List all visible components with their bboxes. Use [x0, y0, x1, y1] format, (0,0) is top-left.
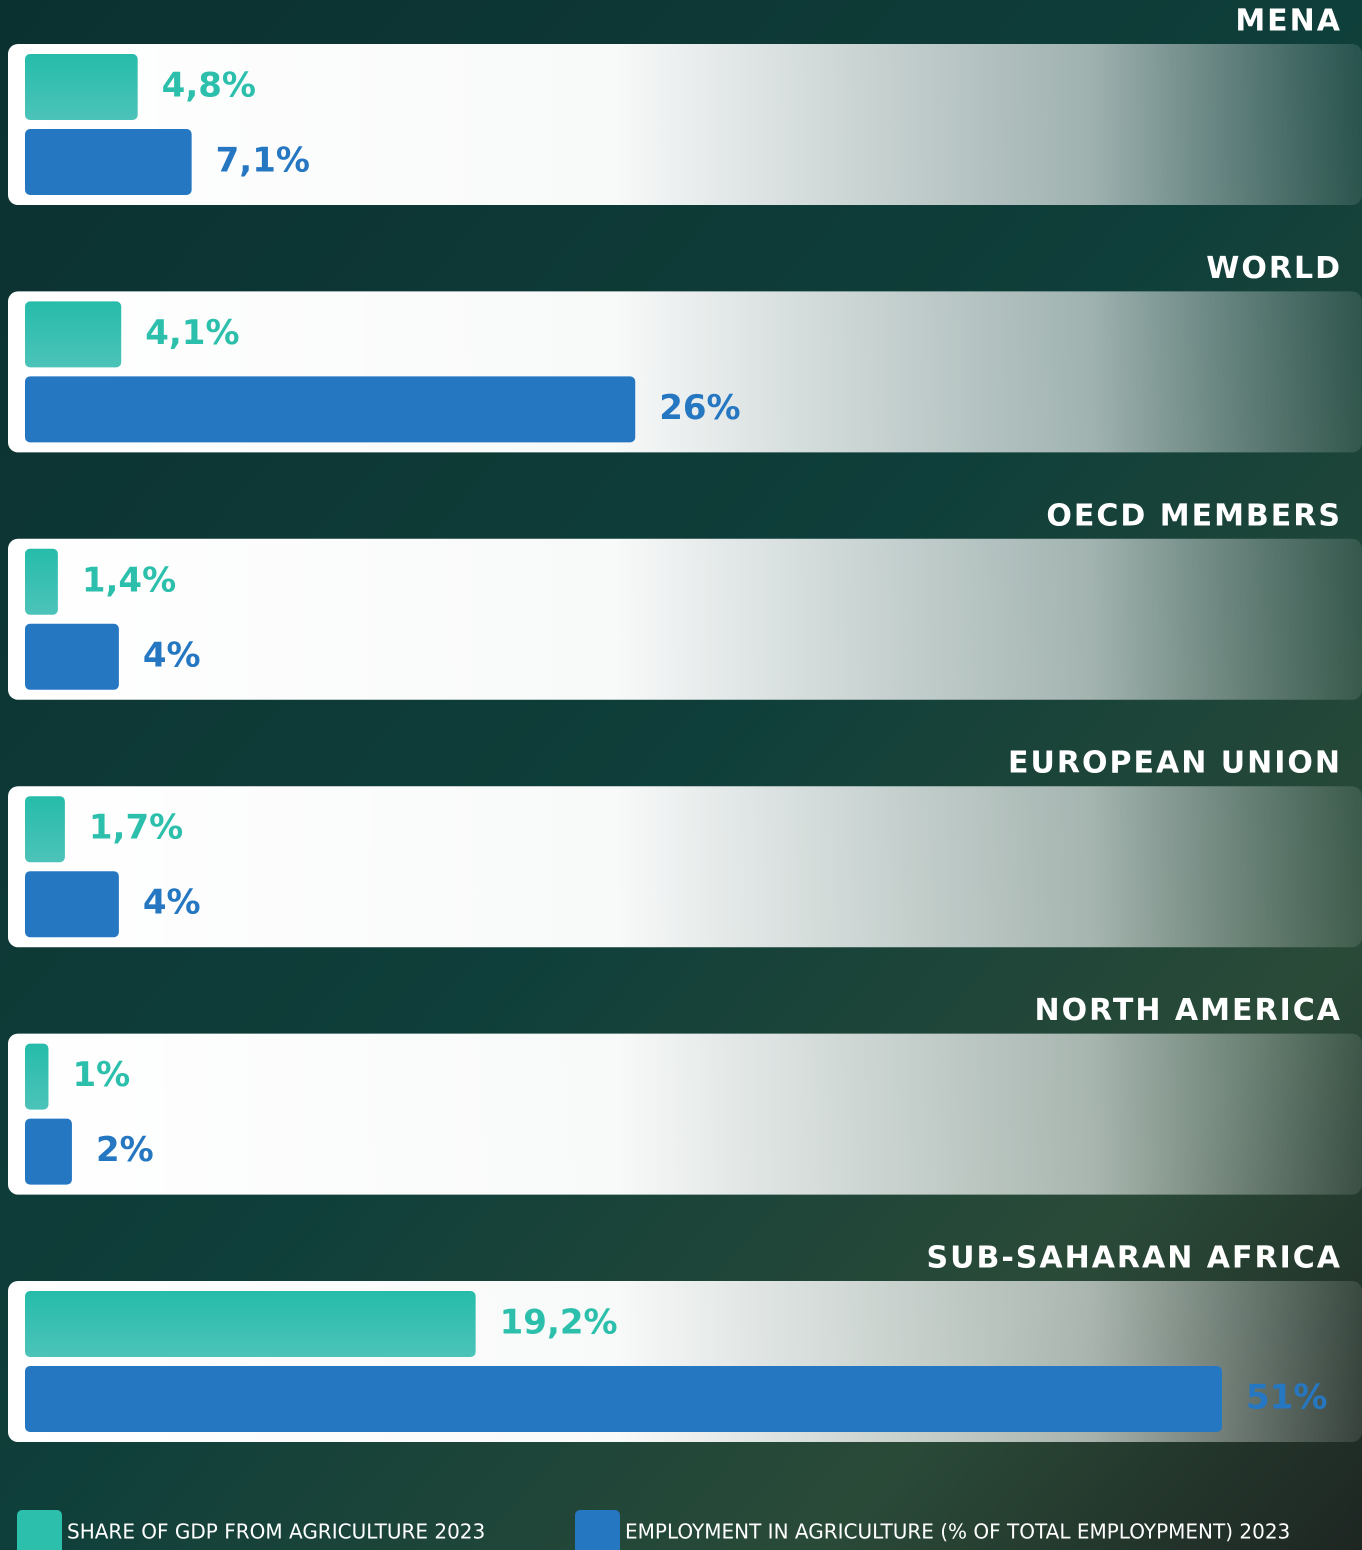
bar	[25, 1366, 1222, 1432]
bar	[25, 376, 636, 443]
panel	[8, 538, 1362, 700]
region-label: NORTH AMERICA	[1035, 993, 1342, 1028]
panel	[8, 786, 1362, 948]
bar	[25, 548, 58, 615]
region-label: OECD MEMBERS	[1046, 498, 1342, 533]
value-label: 4,8%	[162, 66, 256, 106]
region-label: MENA	[1235, 4, 1342, 39]
bar	[25, 54, 138, 120]
value-label: 4%	[143, 883, 201, 923]
bar	[25, 1043, 49, 1110]
value-label: 1,4%	[82, 560, 176, 600]
bar	[25, 1118, 72, 1185]
value-label: 26%	[659, 388, 740, 428]
bar	[25, 796, 65, 863]
legend-label: EMPLOYMENT IN AGRICULTURE (% OF TOTAL EM…	[625, 1520, 1290, 1544]
value-label: 4%	[143, 635, 201, 675]
value-label: 2%	[96, 1130, 154, 1170]
value-label: 7,1%	[216, 141, 310, 181]
bar	[25, 129, 192, 195]
legend-label: SHARE OF GDP FROM AGRICULTURE 2023	[67, 1520, 485, 1544]
value-label: 19,2%	[500, 1303, 618, 1343]
bar	[25, 1291, 476, 1357]
value-label: 1,7%	[89, 808, 183, 848]
panel	[8, 1033, 1362, 1195]
region-label: SUB-SAHARAN AFRICA	[926, 1241, 1342, 1276]
bar	[25, 623, 119, 690]
value-label: 1%	[72, 1055, 130, 1095]
region-label: WORLD	[1206, 251, 1342, 286]
value-label: 51%	[1246, 1378, 1327, 1418]
legend-swatch	[575, 1510, 620, 1550]
bar	[25, 301, 122, 368]
panel	[8, 44, 1362, 205]
bar	[25, 871, 119, 938]
value-label: 4,1%	[145, 313, 239, 353]
legend-swatch	[17, 1510, 62, 1550]
region-label: EUROPEAN UNION	[1008, 746, 1342, 781]
